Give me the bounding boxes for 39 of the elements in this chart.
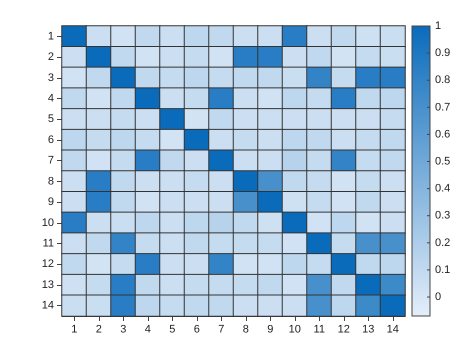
y-tick-label: 6	[48, 134, 54, 146]
color-bar-label: 1	[435, 20, 442, 32]
color-bar-label: 0.1	[435, 264, 450, 276]
x-tick-label: 14	[386, 324, 399, 336]
y-tick-label: 12	[42, 258, 54, 270]
color-bar-label: 0.8	[435, 74, 450, 86]
y-tick-label: 10	[42, 216, 54, 229]
color-bar-label: 0.9	[435, 47, 450, 60]
y-tick-label: 13	[42, 278, 54, 291]
color-bar-label: 0.2	[435, 236, 450, 249]
color-bar-label: 0.3	[435, 210, 450, 222]
x-tick-label: 2	[96, 324, 102, 336]
x-tick-label: 10	[288, 324, 301, 336]
y-tick-label: 3	[48, 72, 54, 84]
x-tick-label: 12	[338, 324, 350, 336]
y-tick-label: 1	[48, 30, 54, 42]
y-tick-label: 4	[48, 92, 54, 104]
y-tick-label: 5	[48, 113, 54, 126]
color-bar-label: 0.4	[435, 182, 450, 195]
color-bar-label: 0.7	[435, 101, 450, 114]
x-tick-label: 11	[314, 324, 325, 336]
x-tick-label: 8	[242, 324, 249, 336]
y-tick-label: 2	[48, 51, 54, 64]
x-tick-label: 7	[218, 324, 224, 336]
y-tick-label: 14	[42, 300, 54, 312]
y-tick-label: 8	[48, 175, 54, 188]
x-tick-label: 9	[267, 324, 274, 336]
color-bar-label: 0	[435, 291, 442, 304]
x-tick-label: 3	[120, 324, 126, 336]
y-tick-label: 9	[48, 196, 54, 208]
color-bar-label: 0.6	[435, 128, 450, 140]
x-tick-label: 6	[194, 324, 200, 336]
x-tick-label: 1	[71, 324, 78, 336]
x-tick-label: 5	[169, 324, 176, 336]
y-tick-label: 7	[48, 154, 54, 167]
y-tick-label: 11	[42, 238, 54, 250]
x-tick-label: 4	[144, 324, 151, 336]
color-bar-label: 0.5	[435, 156, 450, 168]
x-tick-label: 13	[362, 324, 374, 336]
